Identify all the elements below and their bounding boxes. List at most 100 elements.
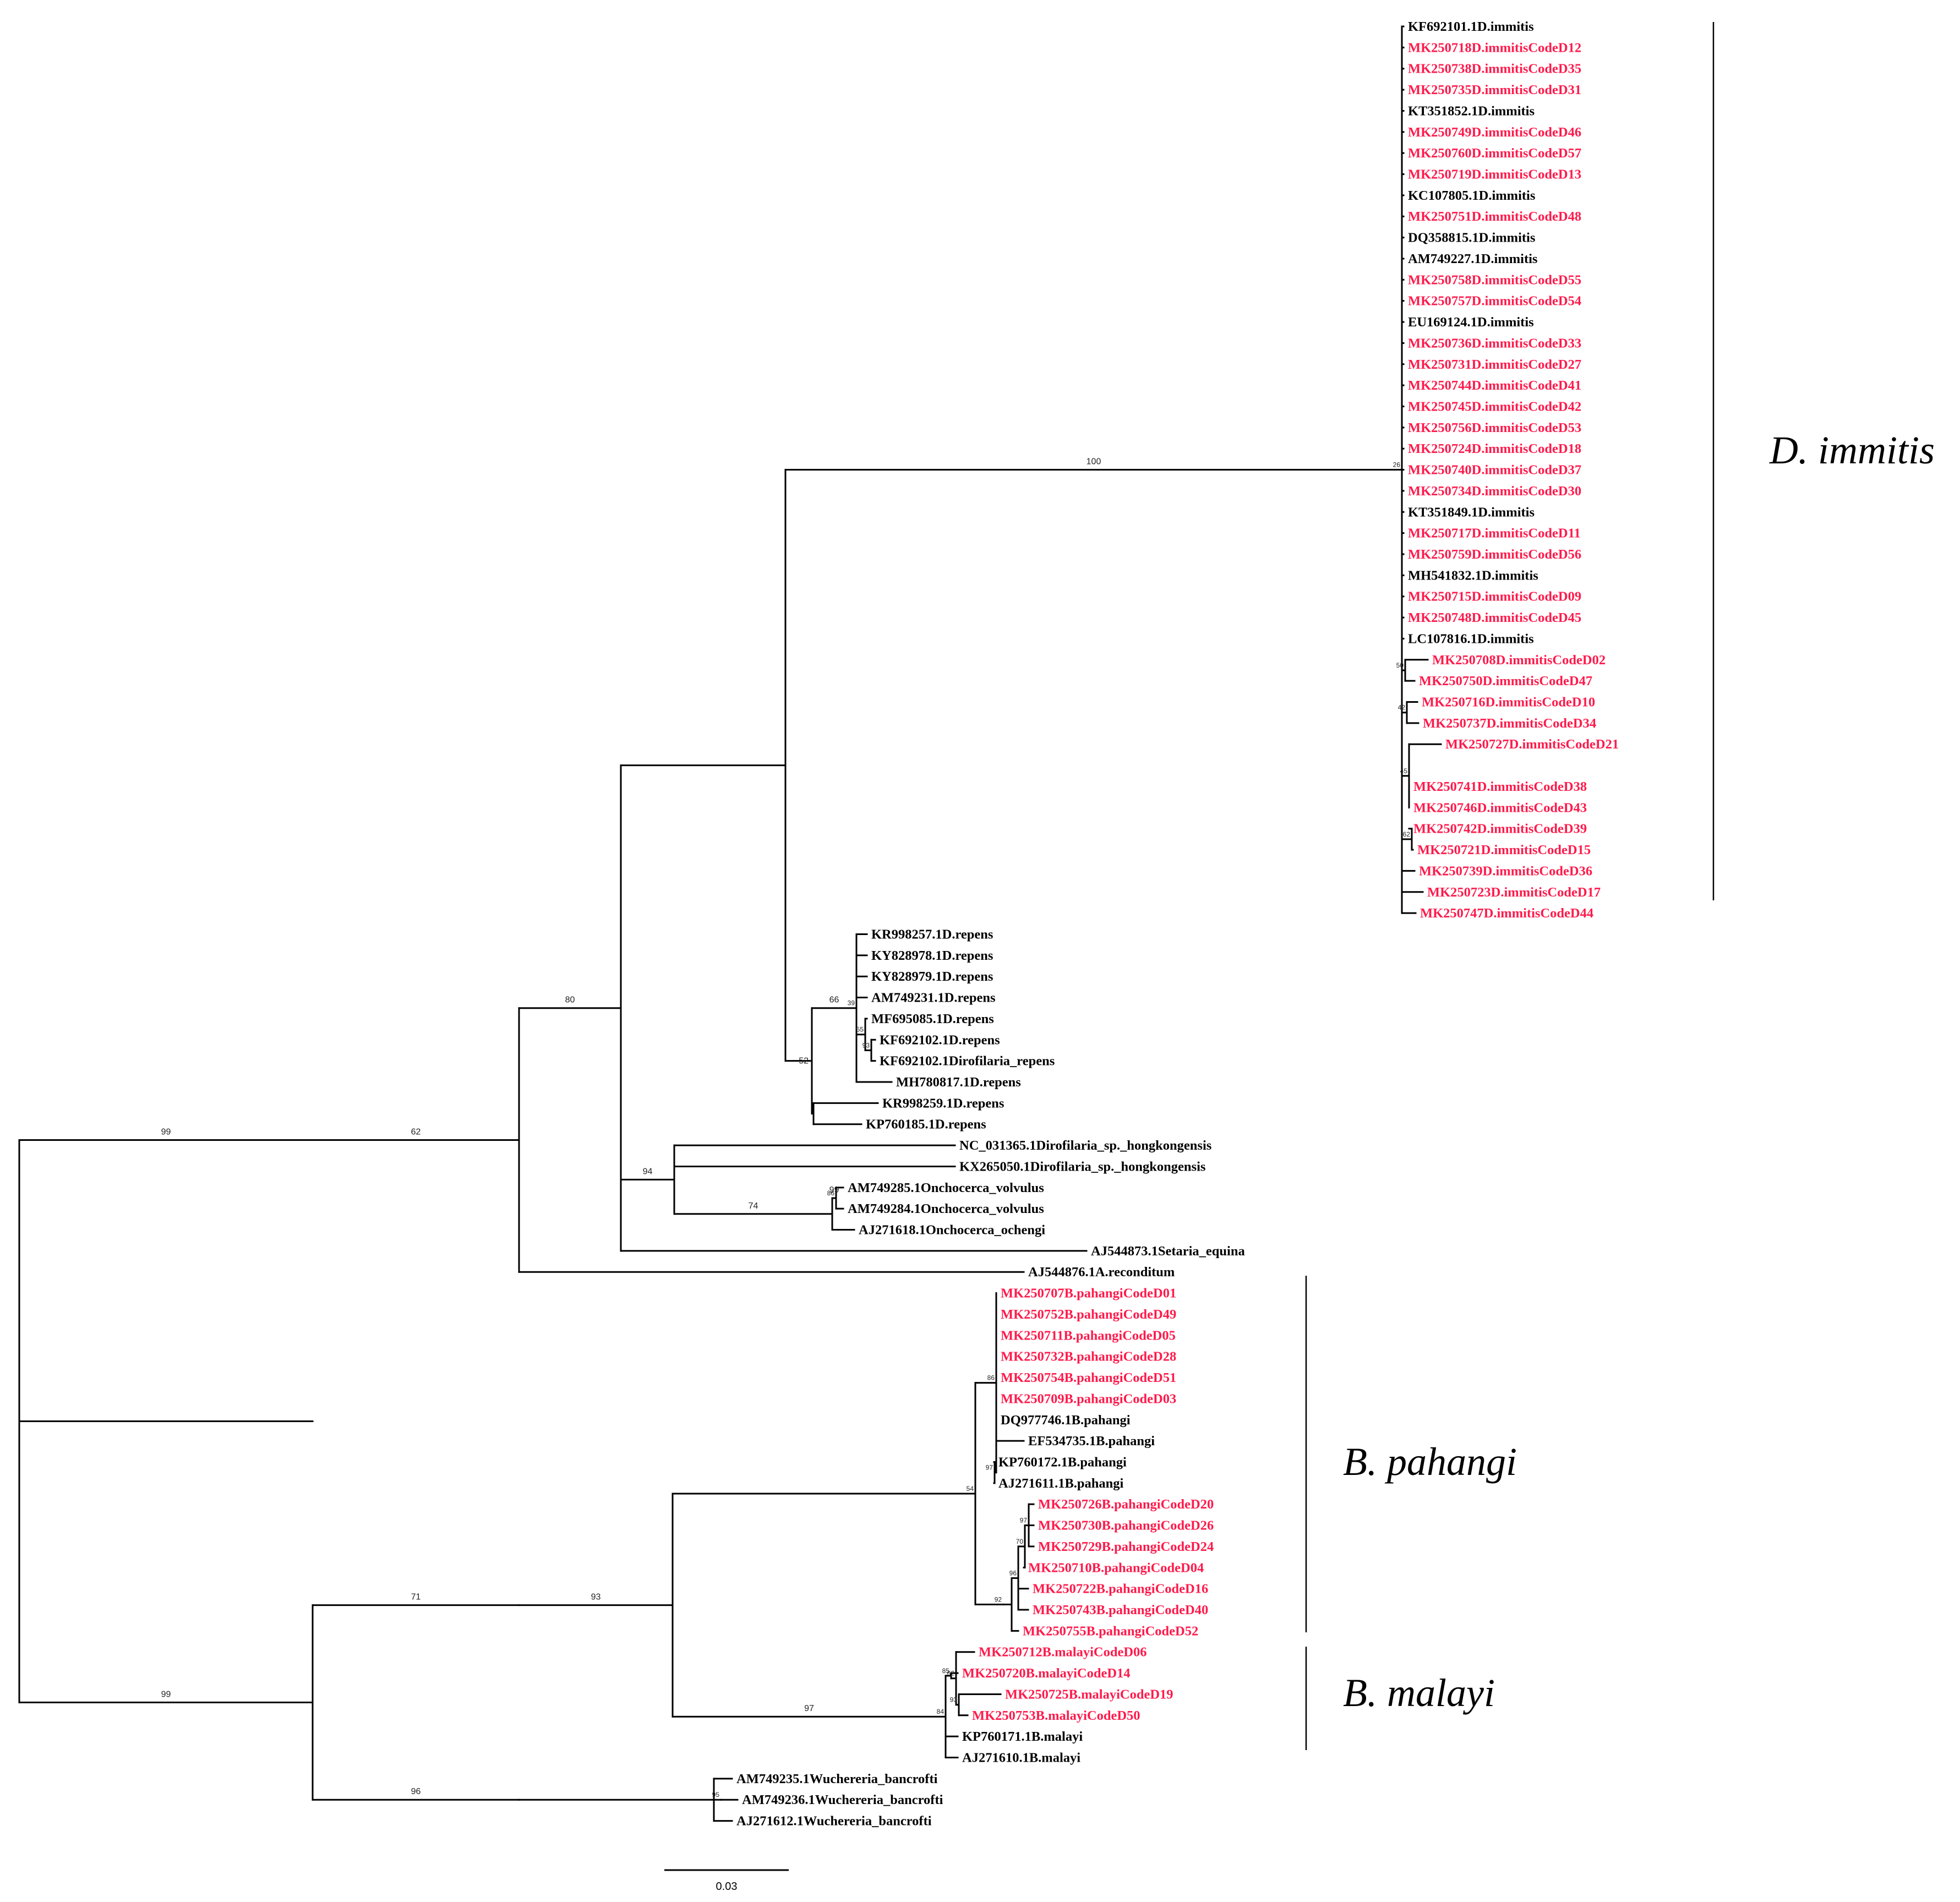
- tip-label: MK250758D.immitisCodeD55: [1408, 272, 1581, 287]
- tip-label: KR998257.1D.repens: [871, 927, 993, 942]
- tip-label: MK250726B.pahangiCodeD20: [1038, 1497, 1214, 1512]
- tip-label: KX265050.1Dirofilaria_sp._hongkongensis: [959, 1159, 1205, 1174]
- clade-label-immitis: D. immitis: [1769, 428, 1935, 472]
- tip-label: AM749236.1Wuchereria_bancrofti: [742, 1792, 943, 1807]
- tip-label: KF692102.1Dirofilaria_repens: [880, 1054, 1055, 1069]
- tip-label: MK250752B.pahangiCodeD49: [1001, 1307, 1176, 1322]
- bootstrap-value: 86: [987, 1374, 995, 1382]
- tip-label: MK250710B.pahangiCodeD04: [1028, 1560, 1204, 1575]
- bootstrap-value: 66: [829, 996, 839, 1005]
- bootstrap-value: 93: [862, 1041, 870, 1049]
- tip-label: MK250731D.immitisCodeD27: [1408, 357, 1581, 372]
- tip-label: DQ358815.1D.immitis: [1408, 231, 1535, 245]
- tip-label: KF692102.1D.repens: [880, 1032, 1000, 1047]
- tip-label: MK250725B.malayiCodeD19: [1005, 1687, 1173, 1702]
- tip-label: MK250760D.immitisCodeD57: [1408, 146, 1581, 161]
- bootstrap-value: 55: [856, 1026, 864, 1034]
- tip-label: MK250730B.pahangiCodeD26: [1038, 1518, 1214, 1533]
- bootstrap-value: 97: [804, 1704, 814, 1713]
- bootstrap-value: 74: [749, 1201, 758, 1211]
- tip-labels: KF692101.1D.immitis MK250718D.immitisCode…: [736, 19, 1619, 1829]
- bootstrap-value: 99: [161, 1690, 171, 1699]
- bootstrap-value: 70: [1016, 1538, 1024, 1545]
- tip-label: MK250724D.immitisCodeD18: [1408, 441, 1581, 456]
- bootstrap-value: 99: [161, 1127, 171, 1136]
- bootstrap-value: 42: [1398, 704, 1406, 712]
- tip-label: MK250732B.pahangiCodeD28: [1001, 1349, 1176, 1364]
- tip-label: MK250751D.immitisCodeD48: [1408, 209, 1581, 224]
- tip-label: AM749231.1D.repens: [871, 991, 995, 1005]
- bootstrap-value: 92: [995, 1595, 1002, 1603]
- bootstrap-value: 97: [1020, 1517, 1028, 1524]
- tip-label: MK250759D.immitisCodeD56: [1408, 547, 1581, 562]
- tip-label: EF534735.1B.pahangi: [1028, 1434, 1155, 1449]
- tip-label: MK250747D.immitisCodeD44: [1420, 906, 1593, 921]
- tip-label: AM749227.1D.immitis: [1408, 252, 1537, 266]
- tip-label: MK250708D.immitisCodeD02: [1432, 653, 1606, 668]
- tip-label: MK250756D.immitisCodeD53: [1408, 420, 1581, 435]
- bootstrap-value: 54: [967, 1485, 974, 1493]
- tip-label: MK250711B.pahangiCodeD05: [1001, 1328, 1176, 1343]
- tip-label: MH780817.1D.repens: [896, 1075, 1021, 1090]
- tip-label: MK250748D.immitisCodeD45: [1408, 610, 1581, 625]
- tip-label: KY828979.1D.repens: [871, 969, 993, 984]
- tip-label: EU169124.1D.immitis: [1408, 315, 1534, 330]
- tip-label: AJ544873.1Setaria_equina: [1091, 1244, 1245, 1259]
- tip-label: AJ271611.1B.pahangi: [998, 1476, 1124, 1491]
- bootstrap-value: 100: [1087, 457, 1101, 467]
- tip-label: MK250715D.immitisCodeD09: [1408, 589, 1581, 604]
- scale-bar-label: 0.03: [716, 1881, 738, 1893]
- bootstrap-value: 96: [1009, 1569, 1017, 1577]
- tip-label: MK250744D.immitisCodeD41: [1408, 378, 1581, 393]
- tip-label: MK250719D.immitisCodeD13: [1408, 167, 1581, 182]
- tip-label: MK250749D.immitisCodeD46: [1408, 125, 1581, 140]
- tip-label: MK250721D.immitisCodeD15: [1417, 843, 1591, 857]
- tip-label: KP760185.1D.repens: [866, 1117, 986, 1132]
- phylogenetic-tree: 99 62801005266749994869971 935486979692709…: [0, 0, 1960, 1902]
- tip-label: MK250757D.immitisCodeD54: [1408, 294, 1581, 309]
- tip-label: MK250716D.immitisCodeD10: [1422, 695, 1595, 710]
- bootstrap-value: 62: [947, 1670, 955, 1677]
- tip-label: KP760171.1B.malayi: [962, 1729, 1083, 1744]
- tip-label: MK250734D.immitisCodeD30: [1408, 484, 1581, 499]
- bootstrap-value: 62: [411, 1127, 421, 1136]
- tip-label: KP760172.1B.pahangi: [998, 1455, 1127, 1469]
- tip-label: MK250720B.malayiCodeD14: [962, 1666, 1131, 1681]
- bootstrap-value: 71: [411, 1593, 421, 1602]
- bootstrap-value: 84: [937, 1708, 944, 1715]
- bootstrap-value: 95: [712, 1791, 720, 1799]
- tip-label: AJ544876.1A.reconditum: [1028, 1265, 1175, 1280]
- tip-label: MF695085.1D.repens: [871, 1012, 994, 1026]
- tip-label: MK250742D.immitisCodeD39: [1413, 822, 1587, 837]
- bootstrap-value: 86: [827, 1189, 835, 1197]
- bootstrap-value: 80: [565, 996, 575, 1005]
- tip-label: AJ271618.1Onchocerca_ochengi: [859, 1223, 1045, 1238]
- tip-label: MK250729B.pahangiCodeD24: [1038, 1539, 1214, 1554]
- tip-label: MK250718D.immitisCodeD12: [1408, 40, 1581, 55]
- tip-label: AM749284.1Onchocerca_volvulus: [848, 1201, 1044, 1216]
- tip-label: NC_031365.1Dirofilaria_sp._hongkongensis: [959, 1138, 1211, 1153]
- tip-label: MK250743B.pahangiCodeD40: [1033, 1603, 1208, 1617]
- bootstrap-value: 93: [950, 1696, 958, 1704]
- bootstrap-value: 45: [1400, 767, 1408, 775]
- tip-label: MK250754B.pahangiCodeD51: [1001, 1370, 1176, 1385]
- tip-label: MK250745D.immitisCodeD42: [1408, 399, 1581, 414]
- tip-label: KF692101.1D.immitis: [1408, 19, 1534, 34]
- tip-label: KC107805.1D.immitis: [1408, 188, 1535, 203]
- clade-label-pahangi: B. pahangi: [1343, 1440, 1517, 1484]
- tip-label: KT351849.1D.immitis: [1408, 505, 1535, 520]
- clade-label-malayi: B. malayi: [1343, 1671, 1495, 1715]
- tip-label: MK250738D.immitisCodeD35: [1408, 62, 1581, 76]
- tip-label: MK250727D.immitisCodeD21: [1445, 737, 1619, 752]
- tip-label: MK250746D.immitisCodeD43: [1413, 800, 1587, 815]
- bootstrap-value: 39: [848, 999, 855, 1007]
- bootstrap-value: 97: [986, 1464, 993, 1472]
- tip-label: KT351852.1D.immitis: [1408, 103, 1535, 118]
- bootstrap-value: 26: [1393, 461, 1401, 469]
- bootstrap-value: 50: [1396, 662, 1404, 669]
- tip-label: KY828978.1D.repens: [871, 948, 993, 963]
- tip-label: AM749285.1Onchocerca_volvulus: [848, 1180, 1044, 1195]
- tip-label: KR998259.1D.repens: [882, 1096, 1004, 1111]
- tip-label: MK250741D.immitisCodeD38: [1413, 779, 1587, 794]
- tip-label: AM749235.1Wuchereria_bancrofti: [736, 1772, 938, 1786]
